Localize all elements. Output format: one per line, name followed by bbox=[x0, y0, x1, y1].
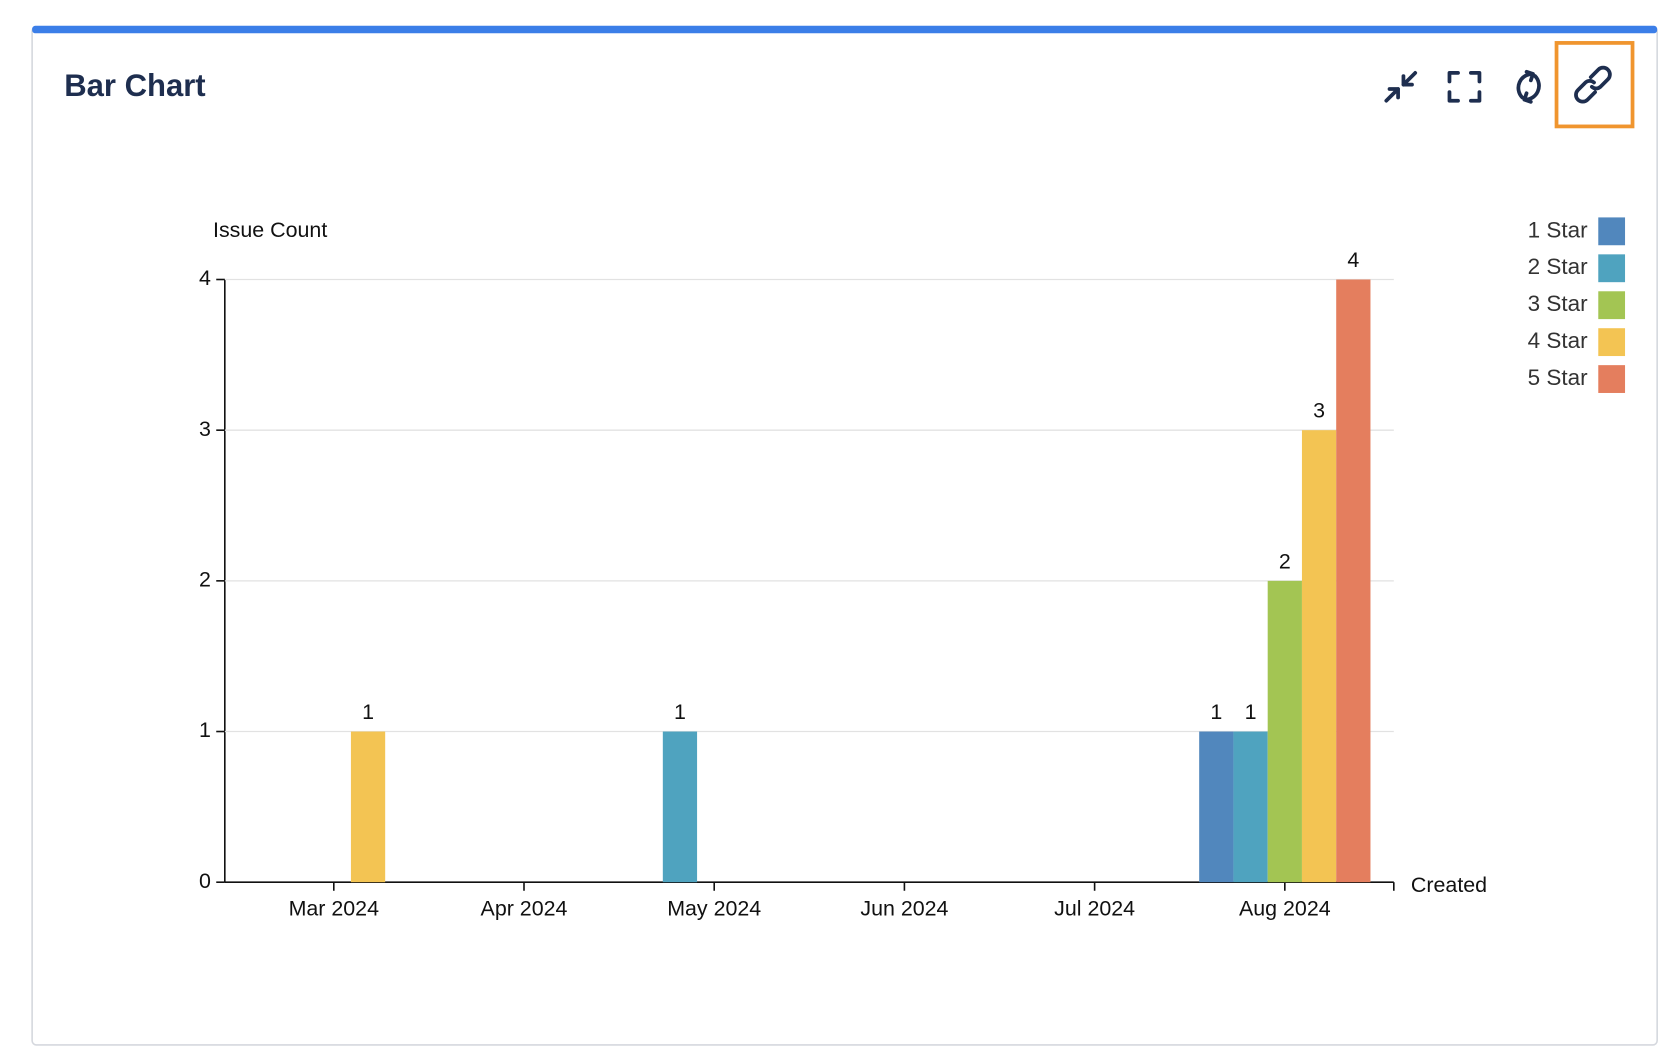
x-tick-label: Jul 2024 bbox=[1054, 897, 1135, 921]
legend-label: 1 Star bbox=[1528, 217, 1588, 242]
data-label: 4 bbox=[1347, 248, 1359, 272]
card-top-bar bbox=[32, 25, 1658, 34]
legend-swatch bbox=[1598, 254, 1626, 283]
x-tick-label: Jun 2024 bbox=[860, 897, 948, 921]
data-label: 1 bbox=[1210, 700, 1222, 724]
bar bbox=[662, 731, 698, 883]
x-tick-label: Apr 2024 bbox=[481, 897, 568, 921]
collapse-button[interactable] bbox=[1384, 71, 1418, 103]
y-axis-label: Issue Count bbox=[213, 218, 327, 242]
y-tick-label: 4 bbox=[199, 266, 211, 290]
y-tick-label: 2 bbox=[199, 568, 211, 592]
data-label: 1 bbox=[1245, 700, 1257, 724]
data-label: 3 bbox=[1313, 399, 1325, 423]
widget-title: Bar Chart bbox=[64, 68, 205, 103]
data-label: 1 bbox=[362, 700, 374, 724]
legend-swatch bbox=[1598, 291, 1626, 320]
x-tick-label: May 2024 bbox=[667, 897, 761, 921]
bar bbox=[1267, 580, 1302, 883]
bar bbox=[1199, 731, 1234, 883]
legend-swatch bbox=[1598, 365, 1626, 393]
y-tick-label: 1 bbox=[199, 718, 211, 742]
link-button[interactable] bbox=[1554, 41, 1635, 129]
x-tick-label: Mar 2024 bbox=[289, 897, 380, 921]
data-label: 2 bbox=[1279, 549, 1291, 573]
x-tick-label: Aug 2024 bbox=[1239, 897, 1331, 921]
refresh-button[interactable] bbox=[1516, 69, 1541, 104]
bar bbox=[1233, 731, 1268, 883]
legend-label: 4 Star bbox=[1528, 328, 1588, 353]
y-tick-label: 0 bbox=[199, 869, 211, 893]
legend-label: 2 Star bbox=[1528, 254, 1588, 279]
legend-label: 3 Star bbox=[1528, 291, 1588, 316]
data-label: 1 bbox=[674, 700, 686, 724]
legend-swatch bbox=[1598, 217, 1626, 246]
bar bbox=[1301, 430, 1337, 883]
x-axis-label: Created bbox=[1411, 873, 1487, 897]
y-tick-label: 3 bbox=[199, 417, 211, 441]
fullscreen-button[interactable] bbox=[1447, 71, 1482, 103]
bar bbox=[350, 731, 386, 883]
legend-swatch bbox=[1598, 328, 1626, 357]
bar bbox=[1336, 279, 1371, 883]
legend-label: 5 Star bbox=[1528, 365, 1588, 390]
